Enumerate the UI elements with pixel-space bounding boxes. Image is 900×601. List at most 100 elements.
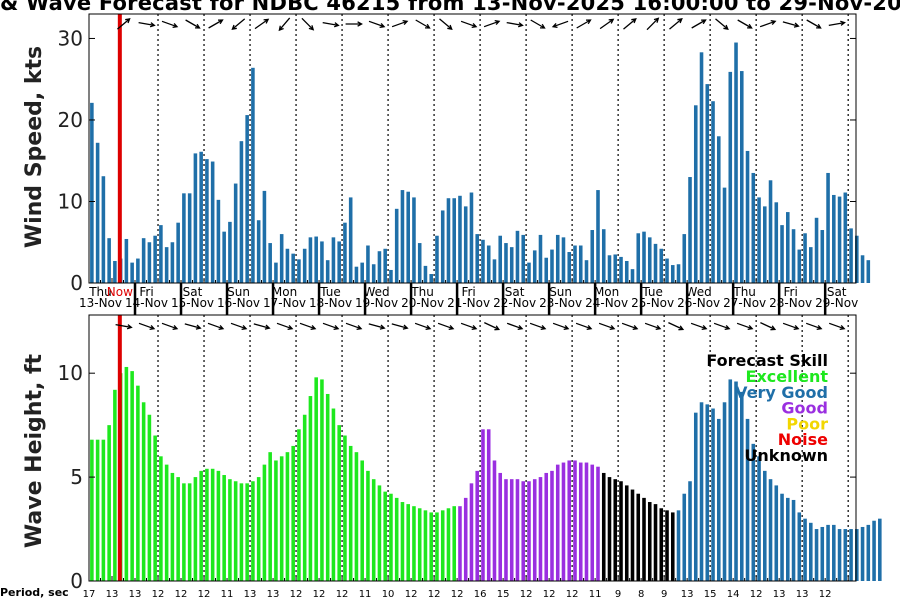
wave-direction-arrow bbox=[644, 322, 662, 331]
wind-bar bbox=[832, 194, 836, 283]
wave-bar bbox=[216, 470, 221, 581]
legend-item-poor: Poor bbox=[786, 414, 828, 433]
wave-direction-arrow bbox=[713, 322, 731, 331]
wind-bar bbox=[797, 249, 802, 283]
wind-direction-arrow bbox=[828, 20, 846, 27]
wind-bar bbox=[429, 274, 433, 283]
legend-item-good: Good bbox=[781, 399, 828, 418]
day-label: Tue bbox=[641, 285, 663, 299]
legend-item-very_good: Very Good bbox=[735, 383, 828, 402]
day-label: Wed bbox=[363, 285, 389, 299]
wind-direction-arrow bbox=[254, 18, 270, 30]
wind-bar bbox=[590, 230, 595, 283]
wave-bar bbox=[647, 502, 652, 581]
wave-bar bbox=[601, 472, 606, 581]
day-label: Sat bbox=[827, 285, 847, 299]
wind-bar bbox=[866, 260, 871, 283]
wind-bar bbox=[780, 225, 784, 283]
period-value: 17 bbox=[83, 589, 96, 600]
wind-bar bbox=[734, 42, 738, 283]
period-value: 12 bbox=[750, 589, 763, 600]
wave-bar bbox=[222, 475, 226, 581]
wind-y-tick-label: 20 bbox=[58, 108, 83, 132]
wave-bar bbox=[561, 462, 566, 581]
wind-direction-arrow bbox=[599, 18, 615, 30]
period-value: 12 bbox=[520, 589, 533, 600]
wave-bar bbox=[159, 456, 163, 581]
wave-bar bbox=[354, 452, 359, 581]
wave-bar bbox=[285, 452, 290, 581]
wind-bar bbox=[210, 161, 215, 283]
wind-bar bbox=[555, 234, 560, 283]
wind-bar bbox=[136, 258, 140, 283]
period-value: 13 bbox=[129, 589, 142, 600]
wave-bar bbox=[682, 493, 687, 581]
wave-bar bbox=[394, 497, 399, 582]
wave-bar bbox=[791, 499, 796, 581]
wind-bar bbox=[613, 254, 618, 283]
wind-y-tick-label: 10 bbox=[58, 189, 83, 213]
wave-bar bbox=[532, 479, 537, 581]
period-value: 13 bbox=[773, 589, 786, 600]
wave-bar bbox=[440, 510, 445, 581]
wind-bar bbox=[314, 236, 318, 283]
wind-direction-arrow bbox=[208, 19, 224, 29]
wind-bar bbox=[849, 228, 853, 283]
wind-bar bbox=[670, 265, 675, 283]
wave-bar bbox=[814, 529, 819, 581]
wind-bar bbox=[331, 237, 336, 283]
wind-bar bbox=[389, 269, 393, 283]
legend-item-unknown: Unknown bbox=[744, 446, 828, 465]
wind-bar bbox=[481, 239, 485, 283]
wave-bar bbox=[521, 481, 526, 581]
wave-bar bbox=[734, 381, 738, 581]
period-value: 12 bbox=[566, 589, 579, 600]
wave-bar bbox=[820, 526, 825, 581]
wind-direction-arrow bbox=[368, 20, 386, 29]
wind-bar bbox=[228, 221, 232, 283]
wave-bar bbox=[469, 483, 474, 581]
wave-bar bbox=[268, 452, 272, 581]
wind-bar bbox=[826, 172, 830, 283]
wind-direction-arrow bbox=[278, 17, 291, 32]
wind-direction-arrow bbox=[483, 19, 501, 28]
wind-direction-arrow bbox=[415, 19, 431, 29]
wave-bar bbox=[665, 510, 669, 581]
wind-bar bbox=[619, 256, 623, 283]
wave-bar bbox=[596, 466, 600, 581]
wave-bar bbox=[780, 493, 784, 581]
date-label: 21-Nov bbox=[447, 296, 490, 310]
wind-bar bbox=[642, 231, 646, 283]
day-label: Tue bbox=[319, 285, 341, 299]
wind-bar bbox=[809, 247, 813, 283]
wind-direction-arrow bbox=[576, 19, 592, 29]
wind-bar bbox=[377, 251, 382, 283]
day-label: Thu bbox=[732, 285, 756, 299]
wind-direction-arrow bbox=[185, 19, 201, 29]
wave-direction-arrow bbox=[391, 323, 409, 330]
wind-direction-arrow bbox=[806, 19, 822, 29]
wind-direction-arrow bbox=[782, 21, 800, 28]
period-axis-label: Period, sec bbox=[0, 586, 69, 599]
wind-bar bbox=[676, 264, 681, 283]
wave-direction-arrow bbox=[529, 322, 547, 331]
wind-bar bbox=[141, 238, 146, 283]
wave-bar bbox=[624, 485, 629, 581]
wind-bar bbox=[256, 220, 261, 283]
day-label: Mon bbox=[272, 285, 297, 299]
wind-bar bbox=[107, 238, 111, 283]
wave-direction-arrow bbox=[253, 323, 271, 330]
wind-bar bbox=[699, 52, 704, 284]
wave-bar bbox=[550, 470, 554, 581]
date-label: 23-Nov bbox=[539, 296, 582, 310]
date-label: 20-Nov bbox=[401, 296, 444, 310]
period-value: 9 bbox=[661, 589, 667, 600]
wind-bar bbox=[486, 245, 491, 283]
wave-bar bbox=[567, 460, 572, 581]
wind-direction-arrow bbox=[345, 21, 363, 27]
wave-bar bbox=[538, 477, 543, 581]
wind-bar bbox=[176, 222, 180, 283]
wave-bar bbox=[509, 479, 514, 581]
wave-direction-arrow bbox=[575, 322, 593, 331]
chart-title: & Wave Forecast for NDBC 46215 from 13-N… bbox=[0, 0, 900, 15]
